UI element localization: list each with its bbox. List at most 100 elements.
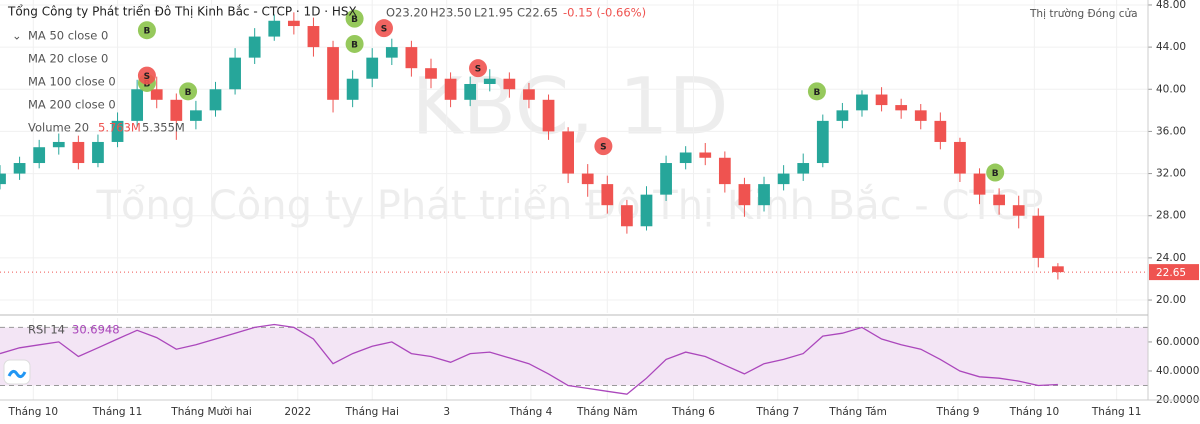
candle-body [72,141,85,164]
y-tick-label: 28.00 [1156,210,1186,222]
x-tick-label: Tháng 9 [936,406,980,418]
y-tick-label: 40.00 [1156,83,1186,95]
candle-body [679,152,692,164]
indicator[interactable]: MA 20 close 0 [28,52,108,66]
x-tick-label: Tháng 11 [92,406,143,418]
signal-marker [594,137,613,156]
volume-legend[interactable]: Volume 20 [28,121,89,135]
candle-body [699,152,712,158]
candle-body [1052,266,1064,273]
x-tick-label: Tháng 10 [8,406,59,418]
candle-body [346,78,359,100]
last-price-box [1149,264,1199,281]
signal-marker [374,19,393,38]
signal-marker [986,163,1005,182]
candle-body [797,163,810,174]
candle-body [562,131,574,174]
signal-label: S [144,72,150,82]
y-tick-label: 24.00 [1156,252,1186,264]
candle-body [523,89,535,100]
candle-body [640,194,653,227]
candle-body [287,20,300,27]
candle-body [542,99,555,132]
candle-body [914,110,927,121]
candle-body [229,57,241,90]
candle-body [150,89,163,100]
candle-body [777,173,790,185]
y-tick-label: 36.00 [1156,125,1186,137]
candle-body [621,205,633,227]
y-tick-label: 20.00 [1156,294,1186,306]
volume-value: 5.763M [98,121,141,135]
signal-label: B [351,40,358,50]
signal-label: S [475,65,481,75]
y-tick-label: 44.00 [1156,41,1186,53]
ohlc-close: C22.65 [517,6,558,20]
indicator[interactable]: MA 200 close 0 [28,98,116,112]
candle-body [92,141,104,164]
signal-marker [469,59,488,78]
rsi-line [0,323,1058,395]
logo-icon [7,369,27,379]
candle-body [993,194,1005,206]
candle-body [13,163,26,174]
candle-body [131,89,144,121]
candle-body [425,68,437,79]
candle-body [856,94,868,111]
candle-body [875,94,888,106]
last-price-label: 22.65 [1156,267,1186,279]
signal-label: B [813,88,820,98]
candle-body [385,47,398,58]
x-tick-label: Tháng 11 [1091,406,1142,418]
y-tick-label: 48.00 [1156,0,1186,11]
rsi-legend[interactable]: RSI 14 [28,323,65,337]
candle-body [209,89,222,111]
rsi-value: 30.6948 [72,323,120,337]
signal-marker [137,66,156,85]
x-tick-label: 2022 [284,406,311,418]
x-tick-label: Tháng Tám [828,406,887,418]
candle-body [483,78,496,84]
candle-body [1032,215,1045,258]
candle-body [52,141,65,148]
candle-body [758,184,770,206]
signal-label: S [381,25,387,35]
candle-body [738,184,751,206]
candle-body [268,20,281,37]
rsi-band [0,327,1148,386]
collapse-toggle[interactable]: ⌄ [12,29,22,43]
signal-marker [179,82,198,101]
ohlc-change: -0.15 (-0.66%) [563,6,646,20]
market-status: Thị trường Đóng cửa [1029,8,1138,20]
candle-body [1012,205,1025,216]
ohlc-low: L21.95 [474,6,513,20]
signal-label: B [143,27,150,37]
x-tick-label: Tháng Mười hai [170,406,252,418]
chart-title: Tổng Công ty Phát triển Đô Thị Kinh Bắc … [7,5,357,19]
signal-marker [345,34,364,53]
candle-body [248,36,261,58]
candle-body [190,110,202,121]
candle-body [307,26,320,48]
candle-body [954,141,966,174]
signal-marker [345,9,364,28]
ohlc-high: H23.50 [430,6,472,20]
candle-body [327,47,339,100]
candle-body [503,78,516,90]
candle-body [660,163,672,195]
rsi-tick-label: 60.0000 [1156,336,1199,348]
x-tick-label: 3 [443,406,450,418]
candle-body [973,173,986,195]
candle-body [33,147,46,164]
signal-label: S [600,143,606,153]
signal-label: B [992,169,999,179]
x-tick-label: Tháng 4 [508,406,552,418]
signal-marker [137,21,156,40]
candle-body [405,47,418,69]
candle-body [366,57,379,79]
candle-body [170,99,183,121]
x-tick-label: Tháng Năm [576,406,638,418]
indicator[interactable]: MA 50 close 0 [28,29,108,43]
indicator[interactable]: MA 100 close 0 [28,75,116,89]
candle-body [464,83,477,100]
